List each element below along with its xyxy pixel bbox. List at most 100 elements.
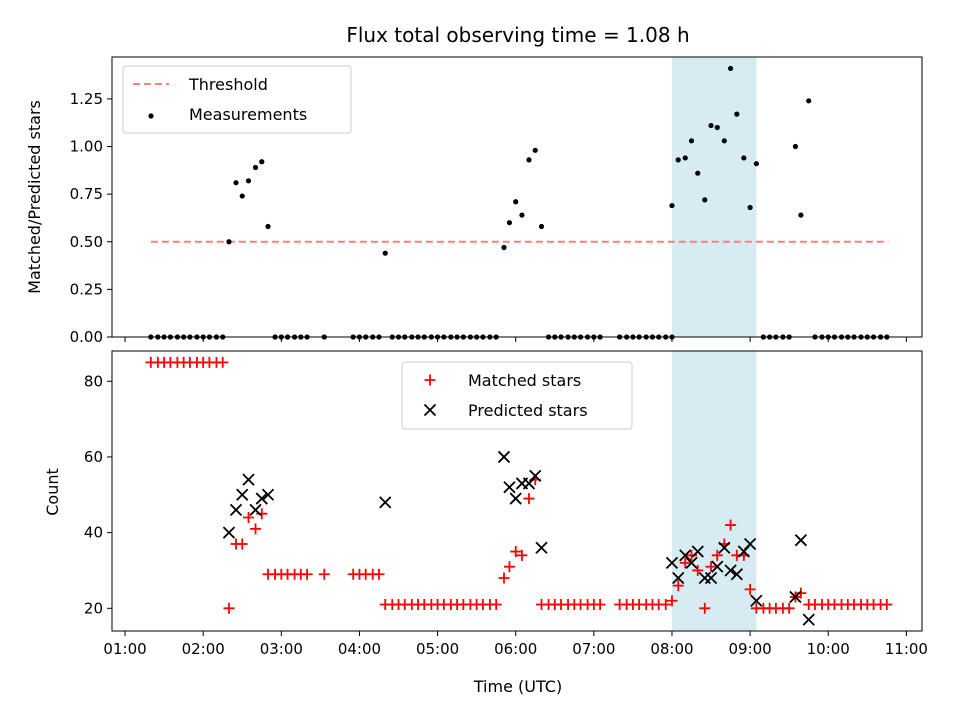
matched-stars-point [301,568,313,580]
measurement-point [688,138,695,144]
matched-stars-point [373,568,385,580]
measurement-point [792,143,799,150]
matched-stars-point [672,580,684,592]
matched-stars-point [523,493,535,505]
measurement-point [806,98,812,104]
x-tick-label: 09:00 [728,640,771,658]
measurement-point [226,239,232,245]
predicted-stars-point [497,450,511,464]
matched-stars-point [594,599,606,611]
predicted-stars-point [522,477,536,490]
legend-label: Measurements [189,105,307,124]
measurement-point [675,157,681,163]
measurement-point [382,250,388,256]
predicted-stars-point [711,560,724,573]
measurement-point [798,212,804,218]
matched-stars-point [217,356,229,368]
measurement-point [519,212,525,218]
matched-stars-point [516,549,528,561]
predicted-stars-point [730,568,743,581]
measurement-point [727,65,734,72]
matched-stars-point [666,595,678,607]
measurement-point [532,147,538,153]
predicted-stars-point [529,469,542,483]
predicted-stars-point [704,571,718,585]
legend-matched-swatch [424,374,436,386]
matched-stars-point [881,599,893,611]
measurement-point [714,124,720,131]
measurement-point [721,138,727,144]
observing-window-band [671,351,757,631]
legend-measurement-swatch [148,113,154,119]
x-tick-label: 07:00 [572,640,615,658]
measurement-point [538,223,545,230]
x-tick-label: 08:00 [650,640,693,658]
matched-stars-point [744,583,756,595]
x-tick-label: 06:00 [494,640,537,658]
matched-stars-point [318,568,330,580]
matched-stars-point [223,602,235,614]
matched-stars-point [705,561,717,573]
predicted-stars-point [685,556,698,570]
y-tick-label: 40 [84,524,103,542]
measurement-point [245,178,252,184]
top-panel: 0.00 0.25 0.50 0.75 1.00 1.25 Threshold Measure… [70,56,923,346]
matched-stars-point [236,538,248,550]
measurement-point [734,111,740,117]
predicted-stars-point [249,503,262,517]
matched-stars-point [503,561,515,573]
legend-box [122,65,352,134]
matched-stars-point [711,549,723,561]
predicted-stars-point [236,488,249,501]
legend-predicted-swatch [423,403,437,417]
predicted-stars-point [750,594,763,607]
y-tick-label: 0.00 [70,328,103,346]
matched-stars-point [510,546,522,558]
predicted-stars-point [229,503,243,517]
measurement-point [526,157,532,163]
measurement-point [233,180,239,186]
predicted-stars-point [724,564,737,577]
predicted-stars-point [691,545,704,558]
predicted-stars-point [743,537,757,551]
predicted-stars-point [379,496,392,509]
predicted-stars-point [242,473,255,486]
matched-stars-point [795,587,807,599]
measurement-point [501,244,507,251]
x-tick-label: 01:00 [103,640,146,658]
predicted-stars-point [789,590,802,604]
predicted-stars-point [679,549,692,562]
bottom-y-axis-label: Count [43,468,62,516]
measurement-point [265,223,271,230]
legend-box [401,361,633,430]
top-y-axis-label: Matched/Predicted stars [25,100,44,294]
x-tick-label: 02:00 [182,640,225,658]
measurement-point [695,170,701,176]
matched-stars-point [498,572,510,584]
predicted-stars-point [509,492,522,505]
y-tick-label: 1.25 [70,90,103,108]
x-tick-label: 03:00 [260,640,303,658]
matched-stars-point [783,602,795,614]
matched-stars-point [679,557,691,569]
matched-stars-point [692,564,704,576]
measurement-point [669,202,675,209]
y-tick-label: 80 [84,372,103,390]
predicted-stars-point [261,488,275,501]
axes-frame [111,56,923,338]
predicted-stars-point [794,534,808,547]
x-axis-label: Time (UTC) [473,677,562,696]
measurement-point [741,155,747,161]
predicted-stars-point [802,613,815,626]
measurement-point [747,204,753,211]
measurement-point [708,122,714,129]
bottom-panel: 20 40 60 80 01:00 02:00 03:00 04:00 05:00 06:00 07… [84,350,928,658]
measurement-point [702,197,708,203]
predicted-stars-point [665,556,679,570]
predicted-stars-point [222,526,236,539]
matched-stars-point [660,599,672,611]
measurement-point [753,161,759,167]
measurement-point [239,193,245,199]
legend-label: Predicted stars [468,401,588,420]
